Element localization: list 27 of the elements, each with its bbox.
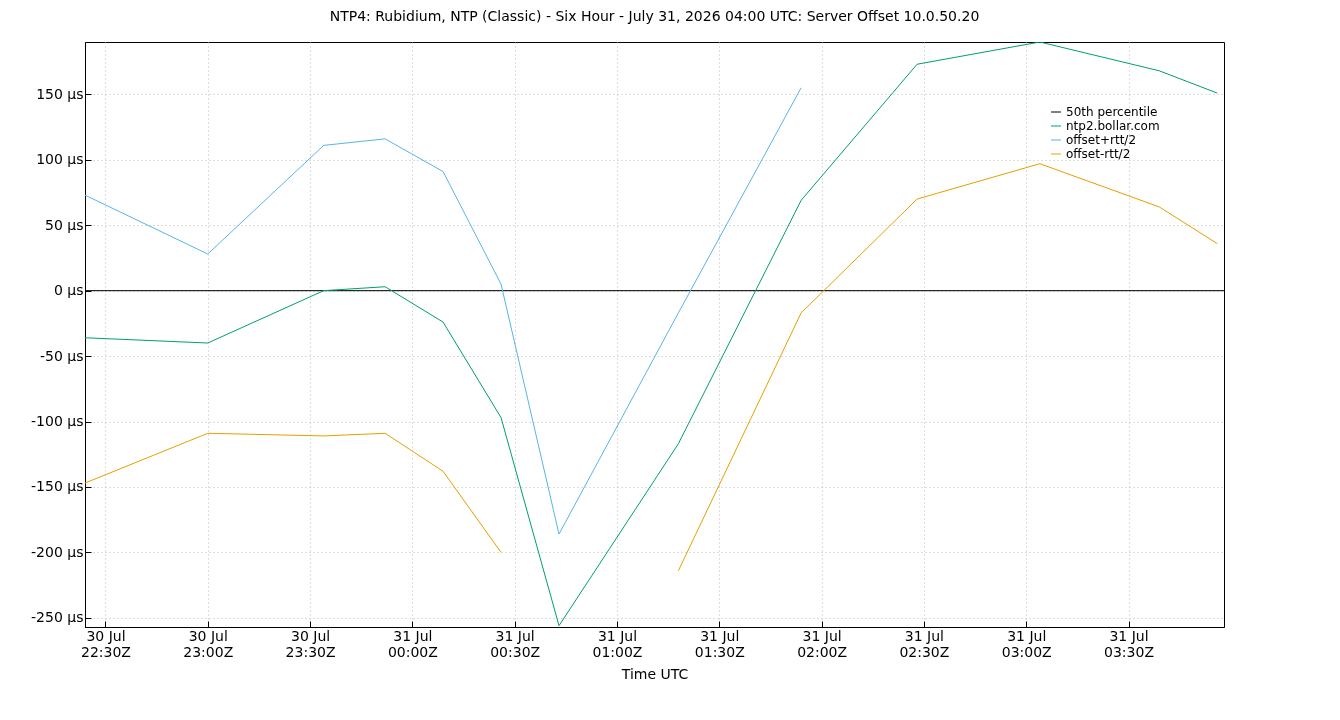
x-tick-label: 30 Jul 23:00Z — [183, 627, 234, 660]
x-tick-label: 31 Jul 02:00Z — [797, 627, 848, 660]
legend-label: ntp2.bollar.com — [1066, 119, 1160, 133]
x-tick-label: 31 Jul 01:30Z — [694, 627, 745, 660]
y-tick-label: 100 µs — [36, 151, 84, 168]
chart-title: NTP4: Rubidium, NTP (Classic) - Six Hour - July 31, 2026 04:00 UTC: Server Offset 10.0.50.20 — [329, 8, 980, 24]
x-tick-label: 31 Jul 02:30Z — [899, 627, 950, 660]
line-series — [85, 87, 802, 535]
x-tick-label: 30 Jul 22:30Z — [80, 627, 131, 660]
x-tick-label: 31 Jul 00:00Z — [387, 627, 438, 660]
y-tick-label: -50 µs — [39, 347, 84, 364]
y-tick-label: -100 µs — [31, 413, 84, 430]
x-tick-label: 31 Jul 03:00Z — [1001, 627, 1052, 660]
legend-label: 50th percentile — [1066, 105, 1158, 119]
x-tick-label: 30 Jul 23:30Z — [285, 627, 336, 660]
x-tick-label: 31 Jul 03:30Z — [1104, 627, 1154, 660]
legend-label: offset-rtt/2 — [1066, 147, 1131, 161]
y-tick-label: 50 µs — [45, 216, 84, 233]
legend-label: offset+rtt/2 — [1066, 133, 1137, 147]
x-tick-label: 31 Jul 01:00Z — [592, 627, 643, 660]
y-tick-label: -150 µs — [31, 478, 84, 495]
y-tick-label: 0 µs — [53, 282, 84, 299]
x-tick-label: 31 Jul 00:30Z — [490, 627, 541, 660]
x-axis-title: Time UTC — [620, 665, 689, 682]
y-tick-label: -250 µs — [31, 609, 84, 626]
y-tick-label: 150 µs — [36, 85, 84, 102]
y-tick-label: -200 µs — [31, 543, 84, 560]
